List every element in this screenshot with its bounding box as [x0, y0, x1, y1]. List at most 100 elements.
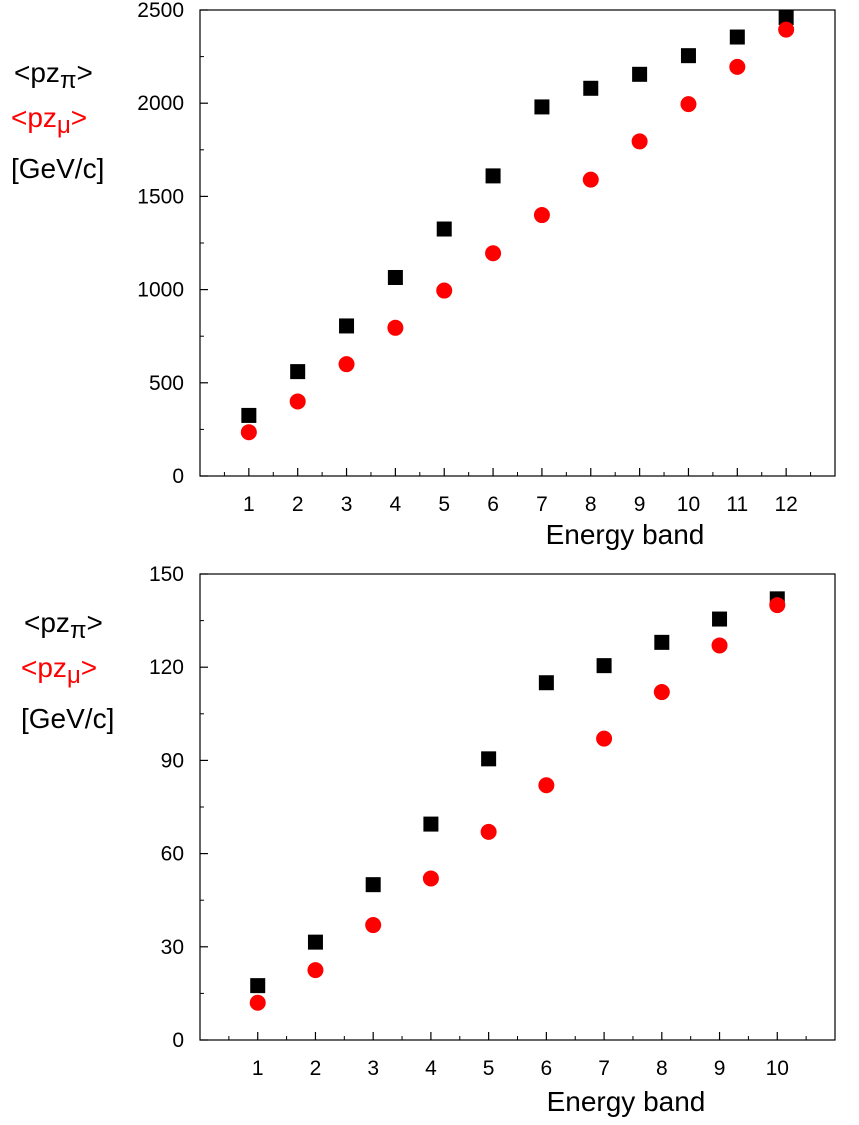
y-axis-ticks: 0 500 1000 1500 2000 2500: [137, 0, 208, 488]
y-label-pi: <pzπ>: [14, 57, 93, 94]
mu-marker-circle: [538, 777, 555, 794]
pi-marker-square: [485, 168, 501, 184]
mu-marker-circle: [240, 424, 257, 441]
y-label-pi-main: <pz: [24, 607, 70, 638]
mu-marker-circle: [680, 96, 697, 113]
x-tick-label: 2: [310, 1057, 322, 1080]
x-tick-label: 3: [367, 1057, 379, 1080]
plot-frame: [199, 573, 836, 1041]
x-tick-label: 12: [774, 493, 797, 516]
y-label-pi-main: <pz: [14, 57, 60, 88]
pi-marker-square: [365, 877, 381, 893]
y-label-mu-sub: μ: [67, 662, 81, 689]
x-tick-label: 5: [438, 493, 450, 516]
mu-marker-circle: [289, 393, 306, 410]
x-axis-title: Energy band: [547, 1086, 706, 1117]
pi-marker-square: [339, 318, 355, 334]
x-tick-label: 4: [390, 493, 402, 516]
pi-marker-square: [423, 816, 439, 832]
x-tick-label: 2: [292, 493, 304, 516]
x-tick-label: 8: [656, 1057, 668, 1080]
pi-marker-square: [436, 221, 452, 237]
y-label-unit: [GeV/c]: [21, 703, 114, 734]
pi-marker-square: [712, 611, 728, 627]
x-tick-label: 6: [541, 1057, 553, 1080]
mu-marker-circle: [436, 282, 453, 299]
x-tick-label: 5: [483, 1057, 495, 1080]
x-tick-label: 6: [487, 493, 499, 516]
y-label-mu-main: <pz: [21, 652, 67, 683]
y-label-pi-sub: π: [60, 67, 77, 94]
data-marks: [249, 591, 786, 1011]
data-marks: [240, 9, 795, 441]
y-tick-label: 2500: [137, 0, 184, 22]
pi-marker-square: [250, 978, 266, 994]
x-tick-label: 3: [341, 493, 353, 516]
y-label-pi-close: >: [87, 607, 103, 638]
y-tick-label: 500: [149, 372, 184, 395]
y-axis-title: <pzπ> <pzμ> [GeV/c]: [11, 57, 104, 184]
x-tick-label: 9: [714, 1057, 726, 1080]
mu-marker-circle: [307, 962, 324, 979]
y-label-mu: <pzμ>: [21, 652, 97, 689]
pi-marker-square: [387, 269, 403, 285]
x-tick-label: 1: [252, 1057, 264, 1080]
mu-marker-circle: [422, 870, 439, 887]
mu-marker-circle: [480, 823, 497, 840]
x-tick-label: 10: [766, 1057, 789, 1080]
pi-marker-square: [290, 364, 306, 380]
y-label-mu-main: <pz: [11, 102, 57, 133]
mu-marker-circle: [387, 319, 404, 336]
y-label-mu: <pzμ>: [11, 102, 87, 139]
x-tick-label: 10: [677, 493, 700, 516]
mu-marker-circle: [653, 684, 670, 701]
y-tick-label: 0: [172, 1029, 184, 1052]
pi-marker-square: [778, 9, 794, 25]
y-tick-label: 1000: [137, 279, 184, 302]
y-axis-title: <pzπ> <pzμ> [GeV/c]: [21, 607, 114, 734]
y-label-pi: <pzπ>: [24, 607, 103, 644]
pi-marker-square: [729, 29, 745, 45]
y-tick-label: 90: [161, 749, 184, 772]
x-tick-label: 9: [634, 493, 646, 516]
pi-marker-square: [307, 934, 323, 950]
y-axis-ticks: 0 30 60 90 120 150: [149, 563, 208, 1052]
mu-marker-circle: [338, 356, 355, 373]
mu-marker-circle: [631, 133, 648, 150]
pi-marker-square: [534, 99, 550, 115]
x-tick-label: 8: [585, 493, 597, 516]
y-tick-label: 30: [161, 936, 184, 959]
y-tick-label: 120: [149, 656, 184, 679]
y-tick-label: 2000: [137, 92, 184, 115]
mu-marker-circle: [582, 171, 599, 188]
x-tick-label: 7: [536, 493, 548, 516]
mu-marker-circle: [249, 994, 266, 1011]
mu-marker-circle: [729, 58, 746, 75]
x-axis-title: Energy band: [546, 519, 705, 550]
pi-marker-square: [680, 48, 696, 64]
y-label-unit: [GeV/c]: [11, 153, 104, 184]
y-tick-label: 1500: [137, 185, 184, 208]
pi-marker-square: [241, 407, 257, 423]
y-label-mu-close: >: [81, 652, 97, 683]
chart-bottom: 0 30 60 90 120 150 1 2 3 4 5 6 7 8 9 10 Energy band <p…: [21, 563, 836, 1117]
y-label-mu-close: >: [71, 102, 87, 133]
y-tick-label: 60: [161, 843, 184, 866]
x-tick-label: 4: [425, 1057, 437, 1080]
x-axis-ticks: 1 2 3 4 5 6 7 8 9 10: [228, 1032, 807, 1080]
x-axis-ticks: 1 2 3 4 5 6 7 8 9 10 11 12: [223, 468, 812, 516]
y-tick-label: 150: [149, 563, 184, 586]
y-label-pi-close: >: [77, 57, 93, 88]
mu-marker-circle: [778, 21, 795, 38]
pi-marker-square: [481, 751, 497, 767]
y-tick-label: 0: [172, 465, 184, 488]
y-label-pi-sub: π: [70, 617, 87, 644]
x-tick-label: 1: [243, 493, 255, 516]
x-tick-label: 11: [726, 493, 748, 516]
pi-marker-square: [632, 66, 648, 82]
pi-marker-square: [583, 80, 599, 96]
mu-marker-circle: [485, 245, 502, 262]
pi-marker-square: [654, 634, 670, 650]
